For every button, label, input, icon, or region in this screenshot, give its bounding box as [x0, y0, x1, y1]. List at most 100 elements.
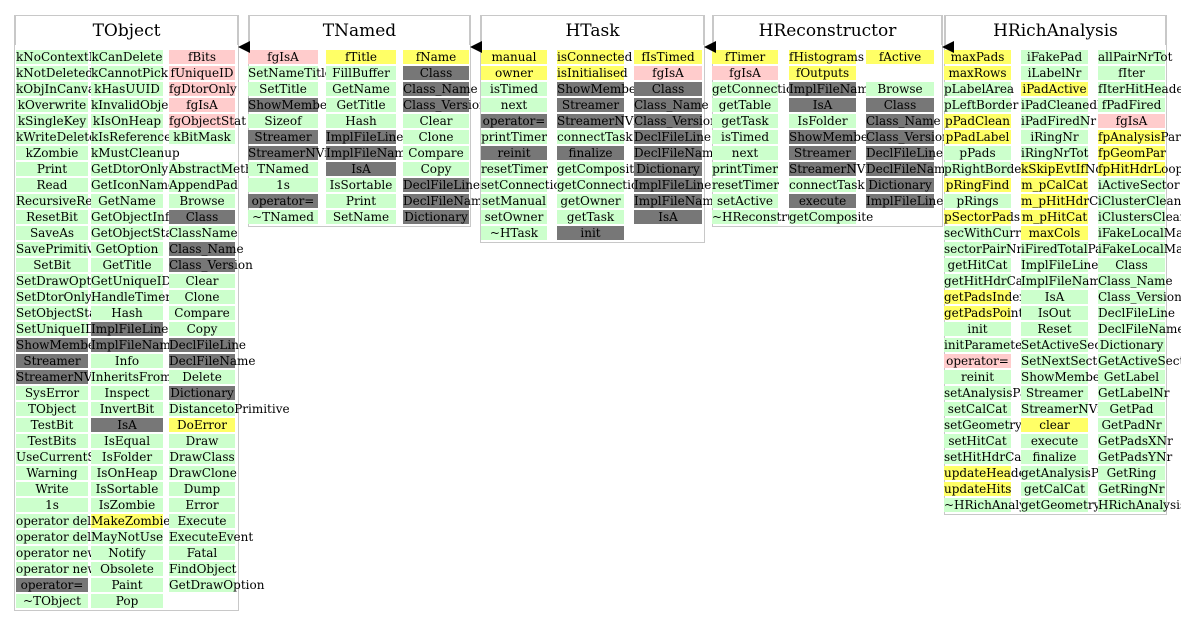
member-cell: operator=	[481, 114, 547, 128]
class-title: TNamed	[249, 15, 470, 45]
member-cell: kNotDeleted	[16, 66, 94, 80]
member-cell: getConnections	[712, 82, 808, 96]
member-cell: Error	[169, 498, 235, 512]
member-cell: Pop	[91, 594, 163, 608]
member-cell: DeclFileName	[403, 194, 490, 208]
member-cell: GetName	[326, 82, 396, 96]
class-title: HRichAnalysis	[945, 15, 1166, 45]
member-cell: DeclFileLine	[1098, 306, 1176, 320]
member-cell: Print	[16, 162, 88, 176]
member-cell: Paint	[91, 578, 163, 592]
member-cell: GetIconName	[91, 178, 176, 192]
member-cell: ClassName	[169, 226, 238, 240]
member-cell: kSkipEvtIfNoRing	[1021, 162, 1131, 176]
member-cell: owner	[481, 66, 547, 80]
member-cell: allPairNrTot	[1098, 50, 1173, 64]
member-cell: GetObjectInfo	[91, 210, 177, 224]
member-cell: StreamerNVirtual	[789, 162, 899, 176]
member-cell: maxRows	[944, 66, 1011, 80]
member-cell: printTimer	[481, 130, 547, 144]
member-cell: operator delete	[16, 514, 111, 528]
member-cell: getHitHdrCat	[944, 274, 1028, 288]
member-cell: Clear	[403, 114, 469, 128]
member-cell: getPadsPointer	[944, 306, 1037, 320]
member-cell: IsZombie	[91, 498, 163, 512]
member-cell: kBitMask	[169, 130, 235, 144]
member-cell: setActive	[712, 194, 778, 208]
member-cell: IsA	[634, 210, 702, 224]
member-cell: pLabelArea	[944, 82, 1015, 96]
member-cell: iPadFiredNr	[1021, 114, 1097, 128]
member-cell: TestBits	[16, 434, 88, 448]
inheritance-arrow-icon	[942, 41, 954, 53]
member-cell: getOwner	[557, 194, 624, 208]
member-cell: DeclFileLine	[634, 130, 712, 144]
member-cell: Browse	[169, 194, 235, 208]
member-cell: Inspect	[91, 386, 163, 400]
member-cell: ImplFileLine	[91, 322, 169, 336]
member-cell: kSingleKey	[16, 114, 88, 128]
member-cell: iPadCleanedNr	[1021, 98, 1114, 112]
member-cell: iRingNr	[1021, 130, 1088, 144]
member-cell: 1s	[16, 498, 88, 512]
member-cell: StreamerNVirtual	[16, 370, 126, 384]
member-cell: fTimer	[712, 50, 778, 64]
member-cell: HandleTimer	[91, 290, 172, 304]
member-cell: connectTask	[789, 178, 865, 192]
member-cell: setAnalysisPar	[944, 386, 1033, 400]
member-cell: m_pCalCat	[1021, 178, 1088, 192]
member-cell: Dictionary	[866, 178, 934, 192]
member-cell: Clone	[403, 130, 469, 144]
member-cell: DeclFileName	[634, 146, 721, 160]
class-title: TObject	[15, 15, 238, 45]
member-cell: manual	[481, 50, 547, 64]
member-cell: Print	[326, 194, 396, 208]
member-cell: SysError	[16, 386, 88, 400]
member-cell: fIterHitHeader	[1098, 82, 1181, 96]
member-cell: iLabelNr	[1021, 66, 1088, 80]
member-cell: Compare	[169, 306, 235, 320]
member-cell: isInitialised	[557, 66, 628, 80]
member-cell: ~TNamed	[248, 210, 318, 224]
inheritance-arrow-icon	[470, 41, 482, 53]
member-cell: getComposite	[789, 210, 874, 224]
member-cell: Sizeof	[248, 114, 318, 128]
member-cell: fHistograms	[789, 50, 865, 64]
member-cell: iClustersCleaned	[1098, 210, 1181, 224]
member-cell: fgIsA	[634, 66, 702, 80]
member-cell: Dictionary	[634, 162, 702, 176]
member-cell: fPadFired	[1098, 98, 1165, 112]
member-cell: getHitCat	[944, 258, 1011, 272]
member-cell: GetPadsYNr	[1098, 450, 1173, 464]
member-cell: GetActiveSector	[1098, 354, 1181, 368]
member-cell: Delete	[169, 370, 235, 384]
member-cell: getTask	[557, 210, 624, 224]
member-cell: DrawClass	[169, 450, 235, 464]
member-cell: finalize	[1021, 450, 1088, 464]
member-cell: IsFolder	[91, 450, 163, 464]
member-cell: kZombie	[16, 146, 88, 160]
member-cell: printTimer	[712, 162, 778, 176]
member-cell: ImplFileName	[1021, 274, 1108, 288]
member-cell: getCalCat	[1021, 482, 1088, 496]
member-cell: getComposite	[557, 162, 642, 176]
member-cell: Hash	[91, 306, 163, 320]
member-cell: IsA	[789, 98, 856, 112]
member-cell: GetTitle	[326, 98, 396, 112]
member-cell: operator=	[248, 194, 318, 208]
member-cell: fgIsA	[1098, 114, 1165, 128]
member-cell: Class	[169, 210, 235, 224]
member-cell: setHitHdrCat	[944, 450, 1027, 464]
member-cell: Class_Version	[1098, 290, 1181, 304]
member-cell: Class	[1098, 258, 1165, 272]
member-cell: m_pHitCat	[1021, 210, 1088, 224]
member-cell: GetPadNr	[1098, 418, 1165, 432]
member-cell: GetPadsXNr	[1098, 434, 1173, 448]
member-cell: maxCols	[1021, 226, 1088, 240]
member-cell: SetObjectStat	[16, 306, 102, 320]
member-cell: Class_Name	[634, 98, 709, 112]
member-cell: pPads	[944, 146, 1011, 160]
member-cell: ~HTask	[481, 226, 547, 240]
member-cell: AbstractMethod	[169, 162, 268, 176]
